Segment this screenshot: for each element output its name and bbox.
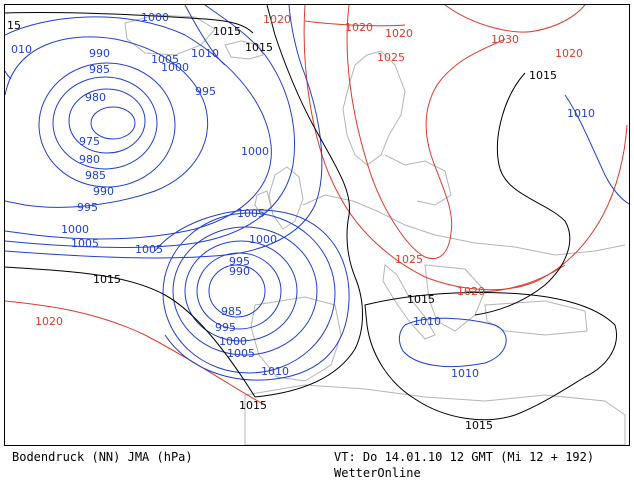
coast-north-africa [244, 384, 626, 445]
isobar-1005-north [5, 5, 296, 248]
label-b18: 1005 [135, 243, 163, 256]
label-r1: 1020 [263, 13, 291, 26]
label-b20: 995 [229, 255, 250, 268]
map-title: Bodendruck (NN) JMA (hPa) [12, 450, 193, 464]
reference-isobars [5, 5, 617, 421]
isobar-1020-east [464, 264, 566, 293]
label-r4: 1025 [377, 51, 405, 64]
label-b6: 980 [79, 153, 100, 166]
label-r8: 1020 [457, 285, 485, 298]
coast-baltic [384, 154, 452, 206]
isobar-1030 [444, 5, 586, 33]
label-b28: 1010 [451, 367, 479, 380]
label-b16: 1005 [237, 207, 265, 220]
coast-balkans [424, 264, 486, 332]
label-b8: 990 [93, 185, 114, 198]
coastlines [124, 14, 626, 445]
label-b10: 1000 [61, 223, 89, 236]
isobar-1020-ne [304, 20, 406, 27]
isobar-985-south [208, 264, 266, 318]
isobar-990-south [196, 252, 282, 330]
label-b2: 990 [89, 47, 110, 60]
coast-british-isles [268, 166, 304, 230]
isobar-1005-south [162, 212, 336, 374]
isobar-1000-north [5, 16, 272, 240]
isobar-1015-west [5, 266, 256, 398]
isobar-1015-topleft [5, 11, 254, 34]
coast-italy [382, 264, 436, 340]
label-b23: 995 [215, 321, 236, 334]
label-k5: 1015 [407, 293, 435, 306]
isobar-1015-south [364, 292, 617, 421]
label-b14: 1000 [161, 61, 189, 74]
isobar-1010-ne [564, 94, 629, 205]
isobar-995-north [5, 36, 209, 208]
isobar-985 [52, 76, 158, 170]
coast-scandinavia [342, 50, 406, 166]
label-b21: 990 [229, 265, 250, 278]
isobar-chart: 1000 990 985 980 975 980 985 990 995 100… [5, 5, 629, 445]
label-k6: 1015 [239, 399, 267, 412]
isobar-1015-east [474, 72, 571, 316]
isobar-975 [90, 106, 136, 140]
map-footer: Bodendruck (NN) JMA (hPa) VT: Do 14.01.1… [0, 448, 634, 490]
label-b30: 1010 [567, 107, 595, 120]
isobar-1010-mediterranean [398, 317, 507, 368]
label-b3: 985 [89, 63, 110, 76]
isobar-990 [38, 62, 176, 188]
label-b24: 1000 [219, 335, 247, 348]
isobar-1020-sw [5, 300, 266, 406]
isobar-995-south [184, 240, 298, 342]
label-b12: 1005 [151, 53, 179, 66]
label-r9: 1020 [35, 315, 63, 328]
label-k3: 1015 [529, 69, 557, 82]
label-b4: 980 [85, 91, 106, 104]
pressure-map: 1000 990 985 980 975 980 985 990 995 100… [4, 4, 630, 446]
coast-iberia [250, 296, 342, 382]
brand-label: WetterOnline [334, 466, 421, 480]
label-r7: 1025 [395, 253, 423, 266]
isobar-010-west [5, 70, 12, 80]
label-r6: 1020 [555, 47, 583, 60]
coast-mainland-europe [302, 194, 626, 256]
label-b26: 1010 [261, 365, 289, 378]
label-k4: 1015 [93, 273, 121, 286]
label-b13: 995 [195, 85, 216, 98]
label-b27: 1010 [413, 315, 441, 328]
label-b29: 010 [11, 43, 32, 56]
coast-iceland [224, 40, 264, 60]
isobar-980 [68, 88, 146, 154]
isobar-labels: 1000 990 985 980 975 980 985 990 995 100… [7, 11, 595, 432]
label-k2: 1015 [245, 41, 273, 54]
label-b19: 1000 [249, 233, 277, 246]
label-b9: 995 [77, 201, 98, 214]
label-b17: 1000 [241, 145, 269, 158]
isobar-1000-south [172, 226, 318, 356]
high-isobars [5, 5, 628, 406]
isobar-1005-top [184, 5, 226, 66]
coast-turkey [484, 300, 588, 336]
valid-time: VT: Do 14.01.10 12 GMT (Mi 12 + 192) [334, 450, 595, 464]
isobar-1015-mid [254, 5, 363, 398]
label-r5: 1030 [491, 33, 519, 46]
label-b15: 1010 [191, 47, 219, 60]
isobar-1010-north [5, 5, 323, 259]
isobar-1025 [346, 5, 506, 259]
label-b11: 1005 [71, 237, 99, 250]
isobar-1020-north [303, 5, 628, 291]
label-b7: 985 [85, 169, 106, 182]
low-isobars [5, 5, 629, 381]
label-k8: 15 [7, 19, 21, 32]
label-b5: 975 [79, 135, 100, 148]
label-k7: 1015 [465, 419, 493, 432]
label-b1: 1000 [141, 11, 169, 24]
coast-ireland [254, 190, 272, 216]
isobar-1010-south [154, 209, 350, 381]
label-b22: 985 [221, 305, 242, 318]
label-k1: 1015 [213, 25, 241, 38]
label-r2: 1020 [345, 21, 373, 34]
label-b25: 1005 [227, 347, 255, 360]
label-r3: 1020 [385, 27, 413, 40]
